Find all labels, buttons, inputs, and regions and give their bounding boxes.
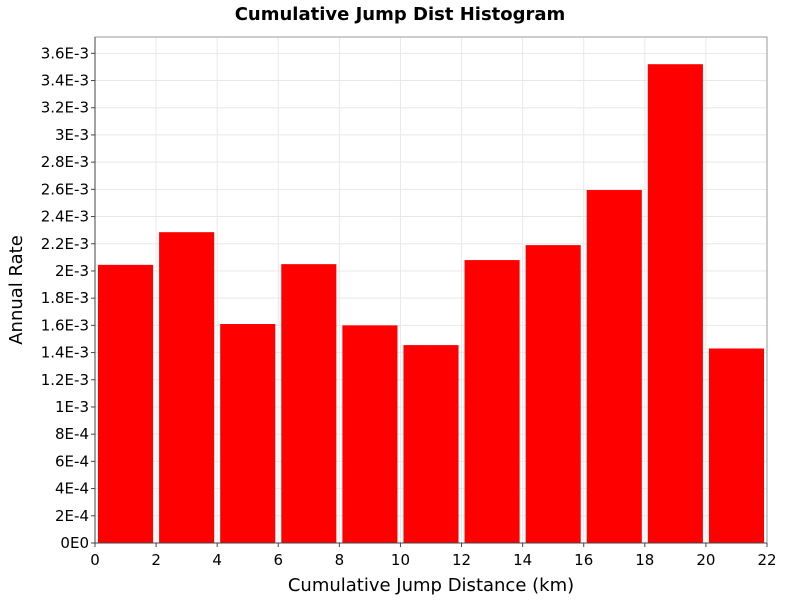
x-tick-label: 12: [452, 551, 471, 569]
x-tick-label: 20: [696, 551, 715, 569]
y-tick-label: 1.4E-3: [41, 344, 89, 362]
x-tick-label: 18: [635, 551, 654, 569]
histogram-bar-4: [342, 325, 398, 543]
histogram-bar-7: [525, 245, 581, 543]
histogram-bar-3: [281, 264, 337, 543]
y-tick-label: 1.6E-3: [41, 316, 89, 334]
histogram-bar-0: [98, 264, 154, 543]
y-tick-label: 2E-3: [55, 262, 89, 280]
y-tick-label: 1.2E-3: [41, 371, 89, 389]
histogram-bar-10: [708, 348, 764, 543]
x-axis-label: Cumulative Jump Distance (km): [288, 575, 574, 596]
y-tick-label: 3.6E-3: [41, 44, 89, 62]
histogram-bar-9: [647, 64, 703, 544]
x-tick-label: 14: [513, 551, 532, 569]
y-tick-label: 2E-4: [55, 507, 89, 525]
axes: 0 2 4 6 8 10 12 14 16 18 20 22 0E0 2E-4 4E-4 6E-4 8E-4 1E…: [41, 37, 777, 569]
y-tick-label: 0E0: [60, 534, 89, 552]
y-tick-label: 3E-3: [55, 126, 89, 144]
x-tick-label: 4: [212, 551, 222, 569]
histogram-bar-1: [159, 232, 215, 543]
y-tick-label: 3.2E-3: [41, 99, 89, 117]
histogram-bar-2: [220, 324, 276, 543]
y-tick-label: 2.4E-3: [41, 208, 89, 226]
y-tick-label: 2.6E-3: [41, 180, 89, 198]
x-tick-label: 0: [90, 551, 100, 569]
x-tick-label: 2: [151, 551, 161, 569]
y-tick-label: 8E-4: [55, 425, 89, 443]
bars: [98, 64, 764, 544]
x-tick-label: 22: [757, 551, 776, 569]
x-tick-label: 10: [391, 551, 410, 569]
y-tick-label: 2.2E-3: [41, 235, 89, 253]
y-tick-label: 2.8E-3: [41, 153, 89, 171]
chart-title: Cumulative Jump Dist Histogram: [235, 4, 566, 25]
y-tick-label: 1.8E-3: [41, 289, 89, 307]
y-tick-label: 3.4E-3: [41, 72, 89, 90]
x-tick-label: 16: [574, 551, 593, 569]
x-tick-label: 8: [335, 551, 345, 569]
y-tick-label: 6E-4: [55, 452, 89, 470]
histogram-bar-6: [464, 260, 520, 543]
histogram-bar-8: [586, 190, 642, 543]
y-axis-label: Annual Rate: [6, 235, 27, 345]
x-tick-label: 6: [273, 551, 283, 569]
y-tick-label: 4E-4: [55, 480, 89, 498]
histogram-bar-5: [403, 345, 459, 543]
y-tick-label: 1E-3: [55, 398, 89, 416]
